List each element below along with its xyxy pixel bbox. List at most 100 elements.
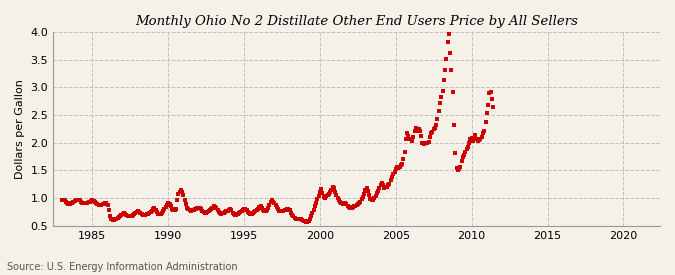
- Point: [184, 208, 195, 213]
- Point: [330, 190, 341, 194]
- Point: [381, 184, 392, 189]
- Point: [423, 139, 434, 144]
- Point: [148, 207, 159, 211]
- Point: [113, 215, 124, 219]
- Point: [131, 210, 142, 214]
- Point: [72, 198, 82, 202]
- Point: [173, 192, 184, 197]
- Point: [271, 205, 282, 209]
- Point: [365, 197, 376, 201]
- Point: [385, 178, 396, 183]
- Point: [297, 218, 308, 222]
- Point: [387, 174, 398, 179]
- Point: [180, 202, 191, 207]
- Point: [384, 182, 395, 186]
- Point: [437, 89, 448, 94]
- Point: [368, 198, 379, 202]
- Point: [59, 198, 70, 203]
- Point: [267, 198, 277, 203]
- Point: [369, 196, 379, 200]
- Point: [206, 207, 217, 211]
- Point: [111, 216, 122, 221]
- Point: [310, 201, 321, 205]
- Point: [164, 202, 175, 207]
- Point: [177, 189, 188, 194]
- Point: [222, 209, 233, 213]
- Point: [61, 201, 72, 205]
- Point: [95, 203, 105, 207]
- Point: [480, 120, 491, 125]
- Point: [484, 91, 495, 96]
- Point: [329, 185, 340, 190]
- Point: [196, 207, 207, 211]
- Point: [288, 214, 299, 219]
- Point: [426, 131, 437, 136]
- Point: [226, 208, 237, 213]
- Point: [97, 202, 108, 207]
- Point: [340, 200, 350, 205]
- Point: [292, 216, 302, 221]
- Point: [367, 198, 377, 203]
- Point: [76, 199, 86, 204]
- Point: [271, 203, 281, 207]
- Point: [102, 203, 113, 207]
- Point: [414, 128, 425, 133]
- Point: [323, 192, 334, 196]
- Point: [433, 109, 444, 113]
- Point: [161, 203, 172, 207]
- Point: [200, 210, 211, 215]
- Point: [169, 208, 180, 213]
- Point: [452, 168, 463, 173]
- Point: [465, 137, 476, 141]
- Point: [462, 144, 473, 149]
- Point: [209, 204, 219, 209]
- Point: [419, 141, 430, 145]
- Point: [245, 211, 256, 216]
- Point: [356, 197, 367, 202]
- Point: [407, 138, 418, 143]
- Point: [300, 220, 311, 224]
- Point: [360, 188, 371, 192]
- Point: [142, 211, 153, 216]
- Point: [70, 198, 81, 203]
- Point: [293, 216, 304, 221]
- Point: [478, 131, 489, 136]
- Point: [80, 201, 90, 205]
- Point: [77, 200, 88, 205]
- Point: [477, 134, 487, 139]
- Point: [82, 200, 92, 205]
- Text: Source: U.S. Energy Information Administration: Source: U.S. Energy Information Administ…: [7, 262, 238, 272]
- Point: [362, 189, 373, 193]
- Point: [398, 157, 409, 162]
- Point: [300, 219, 310, 224]
- Point: [87, 198, 98, 203]
- Point: [317, 191, 328, 196]
- Point: [215, 211, 225, 215]
- Point: [125, 214, 136, 219]
- Point: [294, 217, 305, 221]
- Point: [223, 208, 234, 212]
- Point: [279, 208, 290, 213]
- Point: [432, 117, 443, 122]
- Point: [219, 210, 230, 215]
- Point: [458, 153, 469, 157]
- Point: [170, 207, 181, 211]
- Point: [449, 123, 460, 127]
- Point: [325, 190, 335, 194]
- Point: [474, 138, 485, 142]
- Point: [422, 141, 433, 145]
- Point: [121, 213, 132, 218]
- Point: [159, 207, 170, 211]
- Point: [455, 164, 466, 169]
- Point: [309, 204, 320, 209]
- Point: [359, 192, 370, 196]
- Point: [388, 172, 399, 176]
- Point: [306, 214, 317, 219]
- Point: [128, 213, 138, 217]
- Point: [472, 138, 483, 143]
- Point: [187, 208, 198, 213]
- Point: [134, 210, 144, 214]
- Point: [90, 199, 101, 204]
- Point: [176, 188, 186, 192]
- Point: [92, 202, 103, 206]
